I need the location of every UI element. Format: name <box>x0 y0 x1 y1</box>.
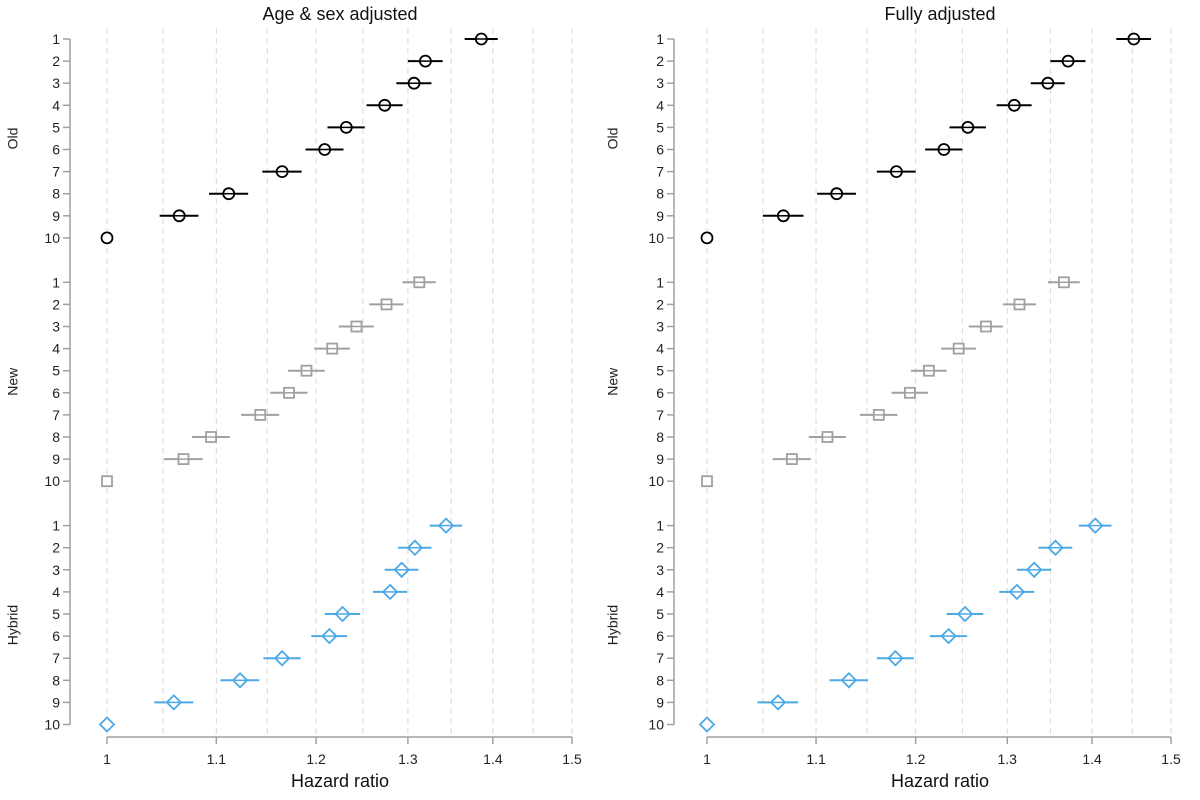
y-tick-label: 1 <box>656 518 664 534</box>
y-tick-label: 8 <box>52 186 60 202</box>
y-tick-label: 4 <box>52 341 60 357</box>
y-tick-label: 6 <box>52 142 60 158</box>
y-tick-label: 3 <box>656 319 664 335</box>
x-tick-label: 1.5 <box>562 751 582 767</box>
group-label-new: New <box>605 367 621 396</box>
y-tick-label: 6 <box>656 628 664 644</box>
point-marker-circle <box>700 231 714 245</box>
x-tick-label: 1 <box>103 751 111 767</box>
y-tick-label: 10 <box>648 230 664 246</box>
y-tick-label: 4 <box>656 97 664 113</box>
panel-title: Age & sex adjusted <box>262 4 417 24</box>
y-tick-label: 2 <box>656 540 664 556</box>
y-tick-label: 5 <box>52 119 60 135</box>
y-tick-label: 10 <box>44 717 60 733</box>
point-marker-diamond <box>698 716 716 733</box>
panel-title: Fully adjusted <box>884 4 995 24</box>
y-tick-label: 8 <box>656 429 664 445</box>
y-tick-label: 3 <box>52 562 60 578</box>
y-tick-label: 1 <box>52 31 60 47</box>
y-tick-label: 4 <box>656 341 664 357</box>
y-tick-label: 2 <box>656 296 664 312</box>
point-marker-diamond <box>98 716 116 733</box>
x-tick-label: 1 <box>703 751 711 767</box>
y-tick-label: 9 <box>52 208 60 224</box>
point-marker-square <box>701 475 713 488</box>
y-tick-label: 7 <box>656 164 664 180</box>
y-tick-label: 8 <box>52 672 60 688</box>
y-tick-label: 7 <box>52 164 60 180</box>
x-tick-label: 1.2 <box>906 751 926 767</box>
y-tick-label: 10 <box>44 230 60 246</box>
group-label-old: Old <box>5 128 21 150</box>
x-tick-label: 1.3 <box>398 751 418 767</box>
y-tick-label: 7 <box>656 407 664 423</box>
y-tick-label: 9 <box>52 694 60 710</box>
y-tick-label: 4 <box>52 584 60 600</box>
x-tick-label: 1.1 <box>207 751 227 767</box>
y-tick-label: 8 <box>656 672 664 688</box>
y-tick-label: 4 <box>52 97 60 113</box>
group-label-hybrid: Hybrid <box>5 605 21 645</box>
group-label-hybrid: Hybrid <box>605 605 621 645</box>
x-axis-label: Hazard ratio <box>891 771 989 791</box>
point-marker-circle <box>100 231 114 245</box>
group-label-new: New <box>5 367 21 396</box>
y-tick-label: 3 <box>52 319 60 335</box>
y-tick-label: 1 <box>52 518 60 534</box>
y-tick-label: 2 <box>52 53 60 69</box>
x-tick-label: 1.3 <box>998 751 1018 767</box>
y-tick-label: 2 <box>656 53 664 69</box>
y-tick-label: 10 <box>44 473 60 489</box>
y-tick-label: 7 <box>52 407 60 423</box>
x-tick-label: 1.4 <box>1082 751 1102 767</box>
x-tick-label: 1.1 <box>806 751 826 767</box>
y-tick-label: 10 <box>648 473 664 489</box>
y-tick-label: 3 <box>52 75 60 91</box>
panel-fully-adjusted: Fully adjusted Hazard ratio 1 1.1 1.2 1.3 1.… <box>605 4 1181 791</box>
y-tick-label: 5 <box>52 363 60 379</box>
y-tick-label: 5 <box>656 363 664 379</box>
y-tick-label: 8 <box>52 429 60 445</box>
y-tick-label: 5 <box>52 606 60 622</box>
y-tick-label: 4 <box>656 584 664 600</box>
y-tick-label: 5 <box>656 606 664 622</box>
y-tick-label: 2 <box>52 540 60 556</box>
x-tick-label: 1.4 <box>483 751 503 767</box>
y-tick-label: 9 <box>52 451 60 467</box>
y-tick-label: 9 <box>656 208 664 224</box>
y-tick-label: 6 <box>656 142 664 158</box>
y-tick-label: 7 <box>52 650 60 666</box>
y-tick-label: 6 <box>52 628 60 644</box>
y-tick-label: 9 <box>656 451 664 467</box>
group-label-old: Old <box>605 128 621 150</box>
point-marker-square <box>101 475 113 488</box>
y-tick-label: 6 <box>656 385 664 401</box>
y-tick-label: 9 <box>656 694 664 710</box>
panel-age-sex-adjusted: Age & sex adjusted Hazard ratio 1 1.1 1.2 1… <box>5 4 582 791</box>
y-tick-label: 1 <box>52 274 60 290</box>
y-tick-label: 10 <box>648 717 664 733</box>
y-tick-label: 2 <box>52 296 60 312</box>
y-tick-label: 3 <box>656 75 664 91</box>
y-tick-label: 6 <box>52 385 60 401</box>
y-tick-label: 7 <box>656 650 664 666</box>
y-tick-label: 1 <box>656 31 664 47</box>
y-tick-label: 1 <box>656 274 664 290</box>
x-axis-label: Hazard ratio <box>291 771 389 791</box>
y-tick-label: 8 <box>656 186 664 202</box>
x-tick-label: 1.5 <box>1161 751 1181 767</box>
x-tick-label: 1.2 <box>306 751 326 767</box>
y-tick-label: 3 <box>656 562 664 578</box>
y-tick-label: 5 <box>656 119 664 135</box>
